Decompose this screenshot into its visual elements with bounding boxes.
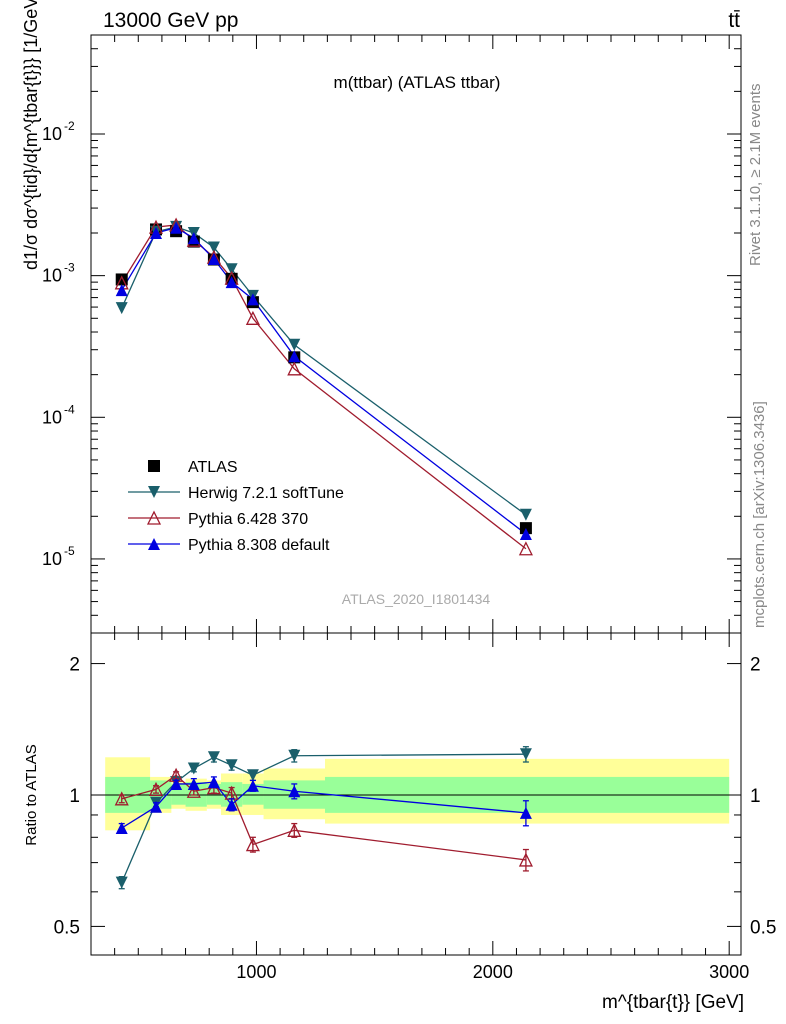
main-point-s3 xyxy=(150,227,162,240)
ratio-xtick-label: 2000 xyxy=(473,962,513,982)
ratio-ytick-label-right: 0.5 xyxy=(750,917,776,938)
ratio-point-s1 xyxy=(186,783,201,798)
main-point-s3 xyxy=(519,527,532,540)
ratio-point-s2 xyxy=(150,800,162,813)
energy-label: 13000 GeV pp xyxy=(103,9,238,32)
main-point-s3 xyxy=(115,284,128,297)
main-line-1 xyxy=(121,226,527,516)
ratio-point-s2 xyxy=(225,798,238,811)
legend-marker xyxy=(148,538,160,550)
rivet-label: Rivet 3.1.10, ≥ 2.1M events xyxy=(747,84,764,267)
legend-label: ATLAS xyxy=(188,459,238,476)
main-point-s1 xyxy=(115,302,128,315)
ratio-point-s1 xyxy=(287,822,302,837)
main-ytick-exponent: -4 xyxy=(64,402,75,416)
main-ylabel: d1/σ dσ^{tid}/d{m^{tbar{t}}} [1/GeV] xyxy=(21,0,41,270)
ratio-xtick-labels: 1000 2000 3000 xyxy=(236,962,749,982)
ratio-xtick-label: 1000 xyxy=(236,962,276,982)
mcplots-label: mcplots.cern.ch [arXiv:1306.3436] xyxy=(751,401,768,628)
main-point-s2 xyxy=(245,310,260,325)
process-label: tt̄ xyxy=(728,9,740,32)
ratio-ytick-label: 0.5 xyxy=(54,917,80,938)
main-point-s3 xyxy=(246,293,259,306)
ratio-point-s0 xyxy=(246,769,259,782)
legend-marker xyxy=(146,510,162,525)
ratio-point-s2 xyxy=(246,779,259,792)
ratio-point-s0 xyxy=(187,762,200,775)
main-ytick-labels: 10-210-310-410-5 xyxy=(42,119,75,569)
ratio-ytick-label: 2 xyxy=(69,655,80,676)
ratio-xlabel: m^{tbar{t}} [GeV] xyxy=(602,992,744,1013)
ratio-point-s0 xyxy=(115,876,128,889)
main-ytick-label: 10 xyxy=(42,407,62,427)
legend-label: Pythia 8.308 default xyxy=(188,537,330,554)
legend-marker xyxy=(148,486,160,498)
ratio-panel: Ratio to ATLAS m^{tbar{t}} [GeV] 2 2 1 1 0.5… xyxy=(23,632,777,1013)
legend: ATLAS Herwig 7.2.1 softTune Pythia 6.428 3… xyxy=(128,459,344,554)
ratio-point-s2 xyxy=(170,777,183,790)
ratio-point-s1 xyxy=(114,791,129,806)
ratio-band-inner xyxy=(242,783,264,805)
main-series-markers xyxy=(114,217,533,556)
ratio-ylabel: Ratio to ATLAS xyxy=(23,744,40,845)
legend-label: Pythia 6.428 370 xyxy=(188,511,308,528)
ratio-point-s1 xyxy=(148,781,164,797)
ratio-xtick-label: 3000 xyxy=(709,962,749,982)
main-point-s1 xyxy=(225,263,238,276)
main-ytick-exponent: -2 xyxy=(64,119,75,133)
ratio-point-s0 xyxy=(225,759,238,772)
ratio-point-s1 xyxy=(518,852,533,867)
ratio-ytick-labels: 2 2 1 1 0.5 0.5 xyxy=(54,655,777,939)
ratio-point-s1 xyxy=(245,837,260,852)
main-point-s3 xyxy=(207,253,220,266)
ratio-point-s0 xyxy=(519,748,532,761)
ratio-point-s2 xyxy=(288,785,301,798)
main-point-s3 xyxy=(225,276,238,289)
main-ytick-label: 10 xyxy=(42,266,62,286)
main-point-s3 xyxy=(187,232,200,245)
main-panel: m(ttbar) (ATLAS ttbar) ATLAS_2020_I18014… xyxy=(21,0,742,634)
ratio-point-s2 xyxy=(115,822,128,835)
ratio-point-s0 xyxy=(207,751,220,764)
main-point-s2 xyxy=(287,361,302,376)
main-ytick-label: 10 xyxy=(42,549,62,569)
main-point-s1 xyxy=(207,241,220,254)
main-ytick-exponent: -3 xyxy=(64,261,75,275)
ratio-point-s0 xyxy=(288,749,301,762)
ratio-frame xyxy=(90,632,742,956)
ratio-ytick-label: 1 xyxy=(69,786,80,807)
legend-marker xyxy=(148,460,160,472)
main-ticks xyxy=(91,34,741,634)
ratio-point-s2 xyxy=(187,777,200,790)
main-point-s2 xyxy=(518,541,533,556)
legend-label: Herwig 7.2.1 softTune xyxy=(188,485,344,502)
ratio-point-s2 xyxy=(519,806,532,819)
ratio-point-s2 xyxy=(207,776,220,789)
main-point-s1 xyxy=(519,508,532,521)
main-point-s3 xyxy=(288,350,301,363)
main-title: m(ttbar) (ATLAS ttbar) xyxy=(334,73,501,92)
main-ytick-exponent: -5 xyxy=(64,544,75,558)
ratio-ytick-label-right: 1 xyxy=(750,786,761,807)
ratio-ytick-label-right: 2 xyxy=(750,655,761,676)
watermark: ATLAS_2020_I1801434 xyxy=(342,591,491,607)
main-point-s3 xyxy=(170,221,183,234)
ratio-ticks xyxy=(91,633,741,955)
main-point-s0 xyxy=(115,273,128,286)
ratio-series-markers xyxy=(114,746,533,890)
main-point-s1 xyxy=(288,338,301,351)
main-ytick-label: 10 xyxy=(42,124,62,144)
